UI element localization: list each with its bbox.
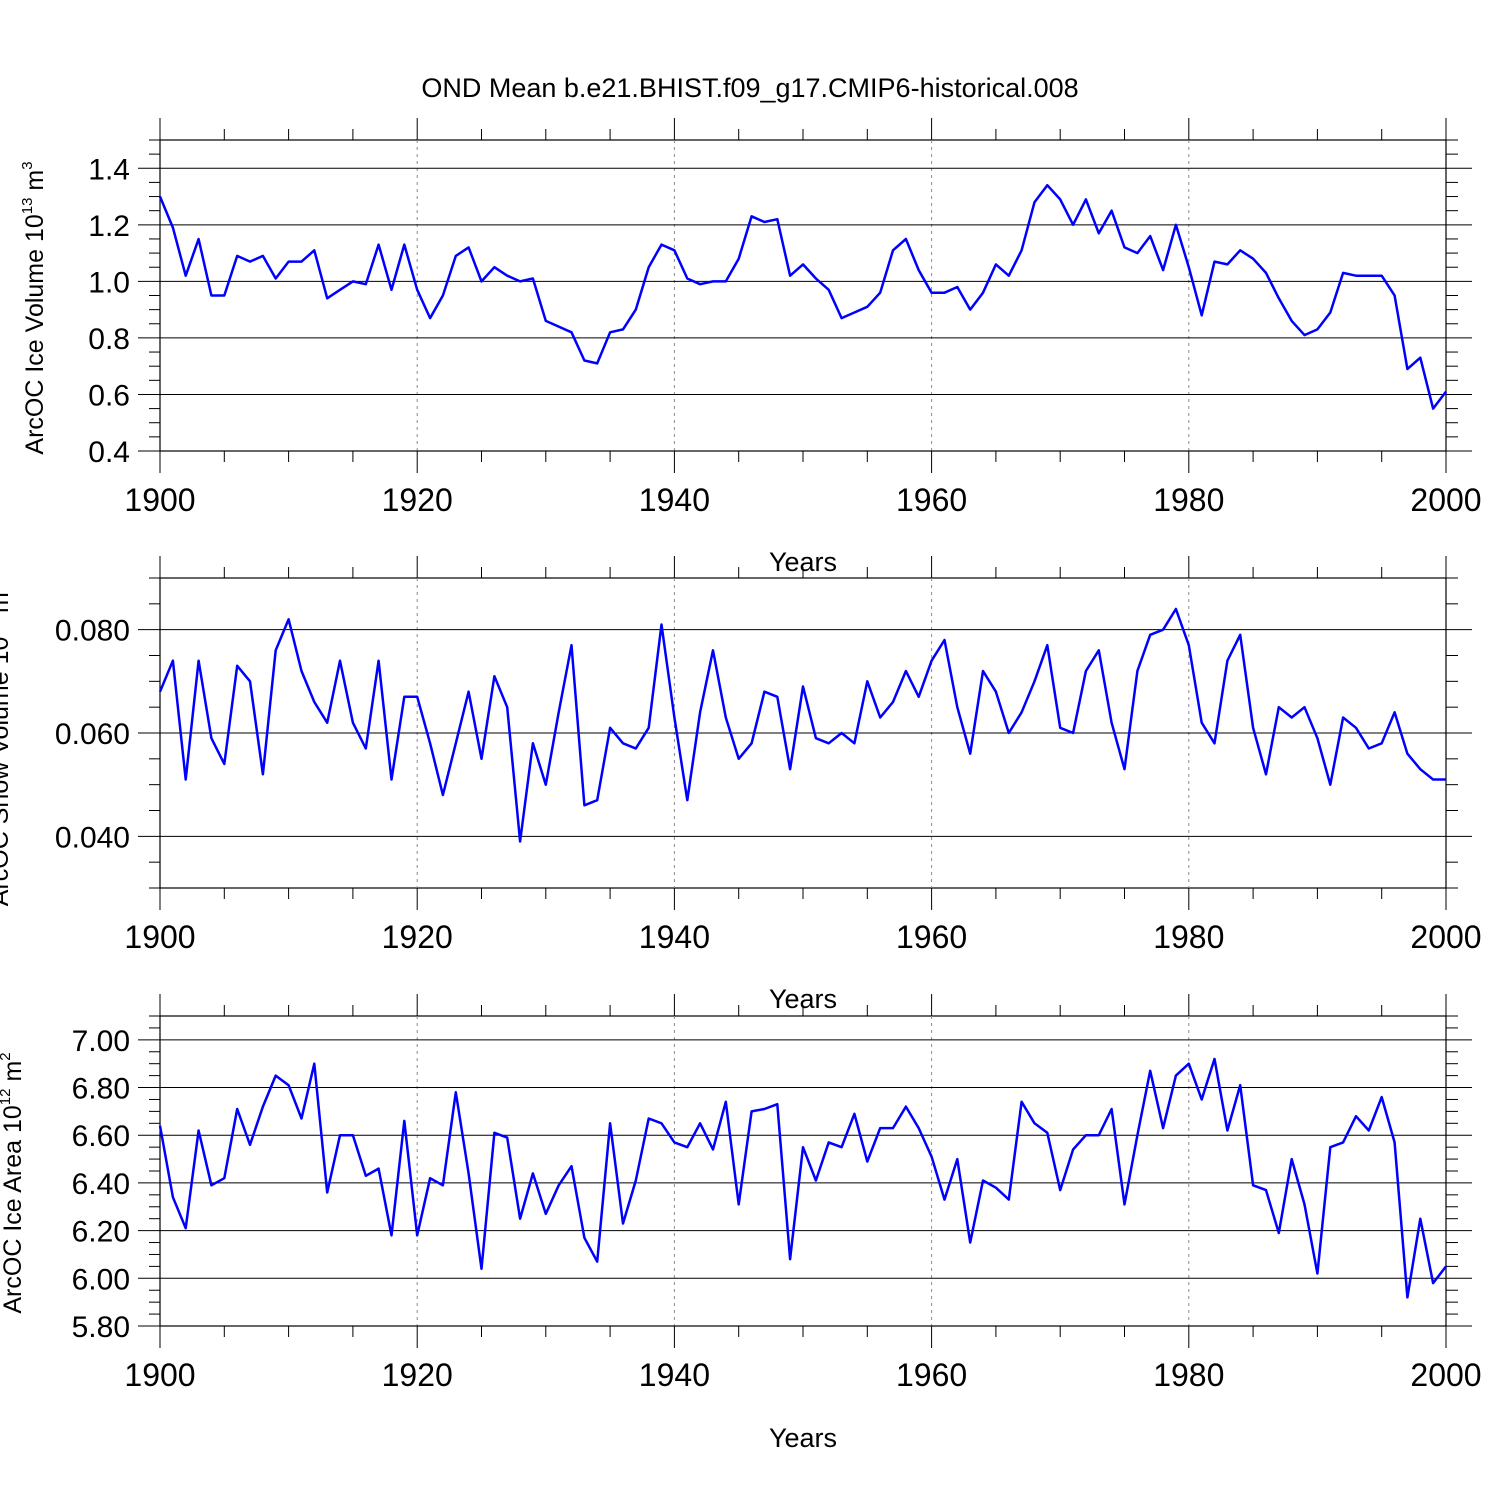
- x-tick-label: 2000: [1410, 482, 1481, 518]
- y-tick-label: 6.40: [72, 1168, 130, 1201]
- x-tick-label: 2000: [1410, 919, 1481, 955]
- x-tick-label: 1900: [124, 1357, 195, 1393]
- x-tick-labels-ice-volume: 1900 1920 1940 1960 1980 2000: [124, 482, 1481, 518]
- y-tick-label: 1.2: [88, 210, 130, 243]
- y-axis-label-unit: m: [0, 592, 14, 620]
- series-line-snow-volume: [158, 607, 1446, 843]
- x-tick-labels-ice-area: 1900 1920 1940 1960 1980 2000: [124, 1357, 1481, 1393]
- y-axis-label-text: ArcOC Ice Area 10: [0, 1105, 27, 1313]
- series-line-ice-volume: [158, 183, 1447, 410]
- y-axis-label-exponent: 13: [0, 620, 1, 637]
- gridlines-ice-area: [416, 1016, 1190, 1326]
- gridlines-ice-volume: [416, 140, 1190, 451]
- panel-ice-area: 1900 1920 1940 1960 1980 2000 5.80 6.00 6.20 6.4…: [0, 994, 1482, 1453]
- y-axis-label-unit: m: [0, 1061, 27, 1089]
- figure-title: OND Mean b.e21.BHIST.f09_g17.CMIP6-histo…: [421, 73, 1078, 103]
- x-tick-label: 1980: [1153, 919, 1224, 955]
- x-tick-label: 1960: [896, 919, 967, 955]
- y-tick-label: 6.60: [72, 1120, 130, 1153]
- x-tick-labels-snow-volume: 1900 1920 1940 1960 1980 2000: [124, 919, 1481, 955]
- x-tick-label: 1940: [639, 919, 710, 955]
- y-tick-label: 6.80: [72, 1073, 130, 1106]
- y-axis-label-unit-power: 3: [19, 161, 36, 169]
- y-tick-label: 1.0: [88, 266, 130, 299]
- y-tick-labels-ice-area: 5.80 6.00 6.20 6.40 6.60 6.80 7.00: [72, 1025, 130, 1344]
- x-tick-label: 1900: [124, 919, 195, 955]
- ticks-ice-area: [138, 994, 1472, 1348]
- panel-ice-volume: 1900 1920 1940 1960 1980 2000 0.4 0.6 0.8 1.0 1.2…: [19, 118, 1482, 577]
- y-tick-label: 1.4: [88, 153, 130, 186]
- x-tick-label: 1940: [639, 1357, 710, 1393]
- y-tick-label: 0.8: [88, 323, 130, 356]
- y-tick-label: 5.80: [72, 1311, 130, 1344]
- y-axis-label-exponent: 13: [19, 198, 36, 215]
- y-tick-labels-snow-volume: 0.040 0.060 0.080: [55, 615, 130, 855]
- x-tick-label: 1920: [382, 482, 453, 518]
- y-tick-label: 0.060: [55, 718, 130, 751]
- y-tick-label: 0.080: [55, 615, 130, 648]
- y-axis-label-text: ArcOC Ice Volume 10: [21, 214, 49, 454]
- x-tick-label: 1900: [124, 482, 195, 518]
- y-tick-label: 6.20: [72, 1216, 130, 1249]
- ticks-snow-volume: [138, 556, 1472, 910]
- x-axis-label-ice-area: Years: [769, 1423, 837, 1453]
- y-axis-label-unit-power: 3: [0, 584, 1, 592]
- y-axis-label-unit-power: 2: [0, 1052, 14, 1060]
- y-tick-label: 0.6: [88, 379, 130, 412]
- x-tick-label: 2000: [1410, 1357, 1481, 1393]
- y-axis-label-unit: m: [21, 170, 49, 198]
- y-axis-label-ice-area: ArcOC Ice Area 1012 m2: [0, 1052, 27, 1313]
- x-tick-label: 1920: [382, 919, 453, 955]
- y-tick-label: 6.00: [72, 1263, 130, 1296]
- y-tick-label: 7.00: [72, 1025, 130, 1058]
- y-tick-label: 0.4: [88, 436, 130, 469]
- x-tick-label: 1920: [382, 1357, 453, 1393]
- plot-frame-ice-area: [159, 1015, 1447, 1327]
- y-axis-label-text: ArcOC Snow Volume 10: [0, 637, 14, 907]
- x-tick-label: 1980: [1153, 482, 1224, 518]
- series-line-ice-area: [158, 1057, 1447, 1299]
- x-tick-label: 1940: [639, 482, 710, 518]
- y-axis-label-ice-volume: ArcOC Ice Volume 1013 m3: [19, 161, 49, 454]
- y-axis-label-snow-volume: ArcOC Snow Volume 1013 m3: [0, 584, 14, 906]
- y-axis-label-exponent: 12: [0, 1089, 14, 1106]
- x-tick-label: 1960: [896, 482, 967, 518]
- x-tick-label: 1980: [1153, 1357, 1224, 1393]
- plot-frame-ice-volume: [159, 139, 1447, 452]
- y-tick-labels-ice-volume: 0.4 0.6 0.8 1.0 1.2 1.4: [88, 153, 130, 469]
- y-tick-label: 0.040: [55, 821, 130, 854]
- x-tick-label: 1960: [896, 1357, 967, 1393]
- panel-snow-volume: 1900 1920 1940 1960 1980 2000 0.040 0.060 0.080…: [0, 556, 1482, 1014]
- ticks-ice-volume: [138, 118, 1472, 473]
